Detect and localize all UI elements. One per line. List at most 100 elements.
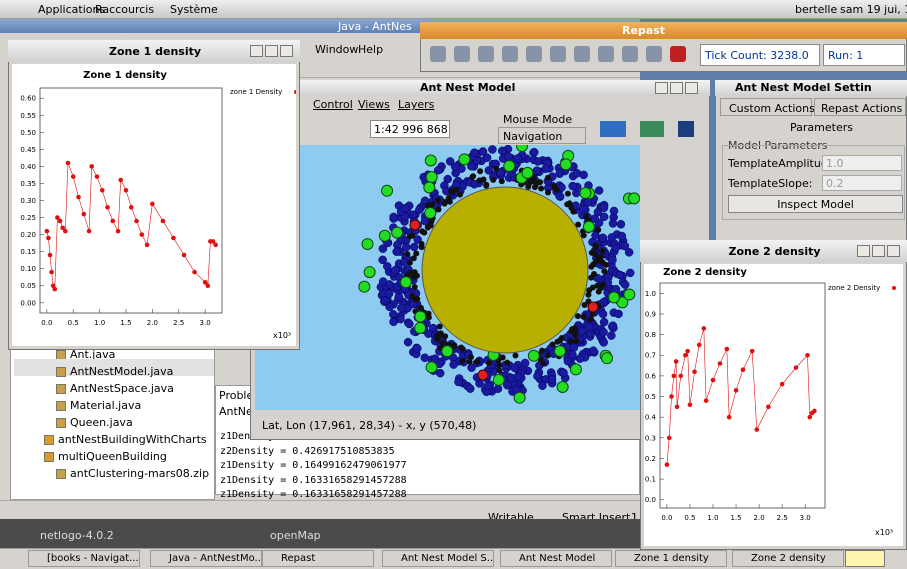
worker (579, 187, 592, 200)
material (427, 222, 434, 229)
point (76, 194, 81, 200)
ant (498, 146, 507, 156)
tree-item[interactable]: Queen.java (70, 416, 133, 429)
material (498, 178, 505, 185)
mouse-mode[interactable]: Navigation (498, 127, 586, 144)
window-button[interactable] (857, 245, 870, 257)
scale-field[interactable]: 1:42 996 868 (370, 120, 450, 138)
tree-item[interactable]: antClustering-mars08.zip (70, 467, 210, 480)
point (726, 414, 732, 420)
menu-item[interactable]: Control (313, 98, 353, 111)
nav-arrow[interactable] (640, 121, 664, 137)
material (404, 251, 411, 258)
toolbar-button[interactable] (646, 46, 662, 62)
toolbar-button[interactable] (574, 46, 590, 62)
ant (445, 157, 455, 166)
ant (555, 169, 564, 178)
tree-icon (56, 367, 66, 377)
menu-item[interactable]: Window (315, 43, 359, 56)
menu-item[interactable]: Views (358, 98, 390, 111)
toolbar-button[interactable] (622, 46, 638, 62)
tree-item[interactable]: Ant.java (70, 348, 116, 361)
toolbar-button[interactable] (526, 46, 542, 62)
panel-menu[interactable]: Système (170, 3, 218, 16)
material (599, 247, 606, 254)
x-tick-label: 1.0 (94, 319, 105, 327)
window-button[interactable] (250, 45, 263, 57)
window-button[interactable] (670, 82, 683, 94)
material (419, 228, 426, 235)
material (412, 296, 419, 303)
toolbar-button[interactable] (430, 46, 446, 62)
tree-item[interactable]: multiQueenBuilding (58, 450, 167, 463)
ant (599, 327, 608, 337)
panel-launcher[interactable]: netlogo-4.0.2 (40, 529, 114, 542)
worker (628, 192, 640, 205)
tab[interactable]: Repast Actions (814, 98, 906, 116)
window-button[interactable] (265, 45, 278, 57)
point (666, 435, 672, 441)
chart-title: Zone 2 density (663, 267, 747, 278)
eclipse-title: Java - AntNes (338, 20, 412, 33)
tree-item[interactable]: Material.java (70, 399, 142, 412)
ant (450, 162, 460, 171)
repast-title: Repast (622, 24, 666, 37)
worker (425, 171, 438, 184)
task-button[interactable]: Zone 2 density (732, 550, 844, 567)
console-tab[interactable]: Proble (219, 389, 254, 402)
point (57, 218, 63, 224)
y-tick-label: 0.4 (645, 414, 657, 422)
toolbar-button[interactable] (502, 46, 518, 62)
tree-item[interactable]: AntNestSpace.java (70, 382, 174, 395)
task-button[interactable]: Zone 1 density (615, 550, 727, 567)
param-field[interactable]: 1.0 (822, 155, 902, 171)
menu-item[interactable]: Layers (398, 98, 435, 111)
ant (378, 244, 388, 253)
task-button[interactable]: Repast (262, 550, 374, 567)
window-button[interactable] (872, 245, 885, 257)
toolbar-button[interactable] (670, 46, 686, 62)
top-panel (0, 0, 907, 19)
material (504, 359, 511, 366)
point (63, 228, 68, 234)
workspace-switcher[interactable] (845, 550, 885, 567)
material (418, 244, 425, 251)
point (47, 252, 53, 258)
point (49, 269, 54, 275)
menu-item[interactable]: Help (358, 43, 384, 56)
tree-item[interactable]: AntNestModel.java (70, 365, 174, 378)
x-tick-label: 2.0 (754, 514, 765, 522)
toolbar-button[interactable] (598, 46, 614, 62)
material (409, 232, 416, 239)
window-button[interactable] (887, 245, 900, 257)
material (588, 263, 595, 270)
legend-marker (294, 90, 296, 94)
ant (620, 280, 630, 289)
task-button[interactable]: Ant Nest Model S... (382, 550, 494, 567)
chart-titlebar (8, 40, 300, 62)
point (150, 201, 155, 207)
toolbar-button[interactable] (478, 46, 494, 62)
toolbar-button[interactable] (454, 46, 470, 62)
panel-launcher[interactable]: openMap (270, 529, 321, 542)
material (540, 360, 547, 367)
tab[interactable]: Custom Actions (720, 98, 815, 116)
toolbar-button[interactable] (550, 46, 566, 62)
task-button[interactable]: Ant Nest Model (500, 550, 612, 567)
nav-arrow[interactable] (600, 121, 626, 137)
mouse-mode-label: Mouse Mode (503, 113, 573, 126)
window-button[interactable] (685, 82, 698, 94)
ant (513, 154, 523, 163)
task-button[interactable]: Java - AntNestMo... (150, 550, 262, 567)
panel-menu[interactable]: Raccourcis (95, 3, 155, 16)
panel-menu[interactable]: Applications (38, 3, 106, 16)
task-button[interactable]: [books - Navigat... (28, 550, 140, 567)
point (86, 228, 92, 234)
window-button[interactable] (655, 82, 668, 94)
window-button[interactable] (280, 45, 293, 57)
nav-icon[interactable] (678, 121, 694, 137)
inspect-button[interactable]: Inspect Model (728, 195, 903, 213)
material (585, 291, 592, 298)
param-field[interactable]: 0.2 (822, 175, 902, 191)
tree-item[interactable]: antNestBuildingWithCharts (58, 433, 207, 446)
